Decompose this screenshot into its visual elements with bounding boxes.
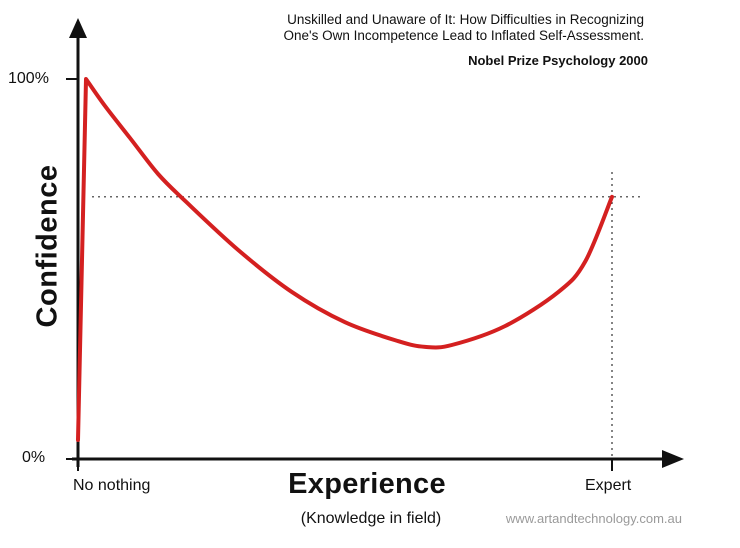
y-tick-label-top: 100%: [8, 70, 49, 87]
chart-title-line-1: Unskilled and Unaware of It: How Difficu…: [287, 12, 644, 27]
x-axis-sublabel: (Knowledge in field): [300, 510, 442, 527]
y-tick-label-bottom: 0%: [22, 449, 46, 466]
x-axis-label: Experience: [288, 468, 446, 500]
source-credit: www.artandtechnology.com.au: [505, 511, 682, 526]
confidence-curve-0: [76, 77, 614, 442]
y-axis-arrow: [69, 18, 87, 38]
x-axis-arrow: [662, 450, 684, 468]
x-tick-label-end: Expert: [585, 477, 632, 494]
chart-annotation: Nobel Prize Psychology 2000: [468, 53, 648, 68]
x-tick-label-start: No nothing: [73, 477, 151, 494]
y-axis-label: Confidence: [31, 164, 64, 328]
chart-title-line-2: One's Own Incompetence Lead to Inflated …: [283, 28, 644, 43]
